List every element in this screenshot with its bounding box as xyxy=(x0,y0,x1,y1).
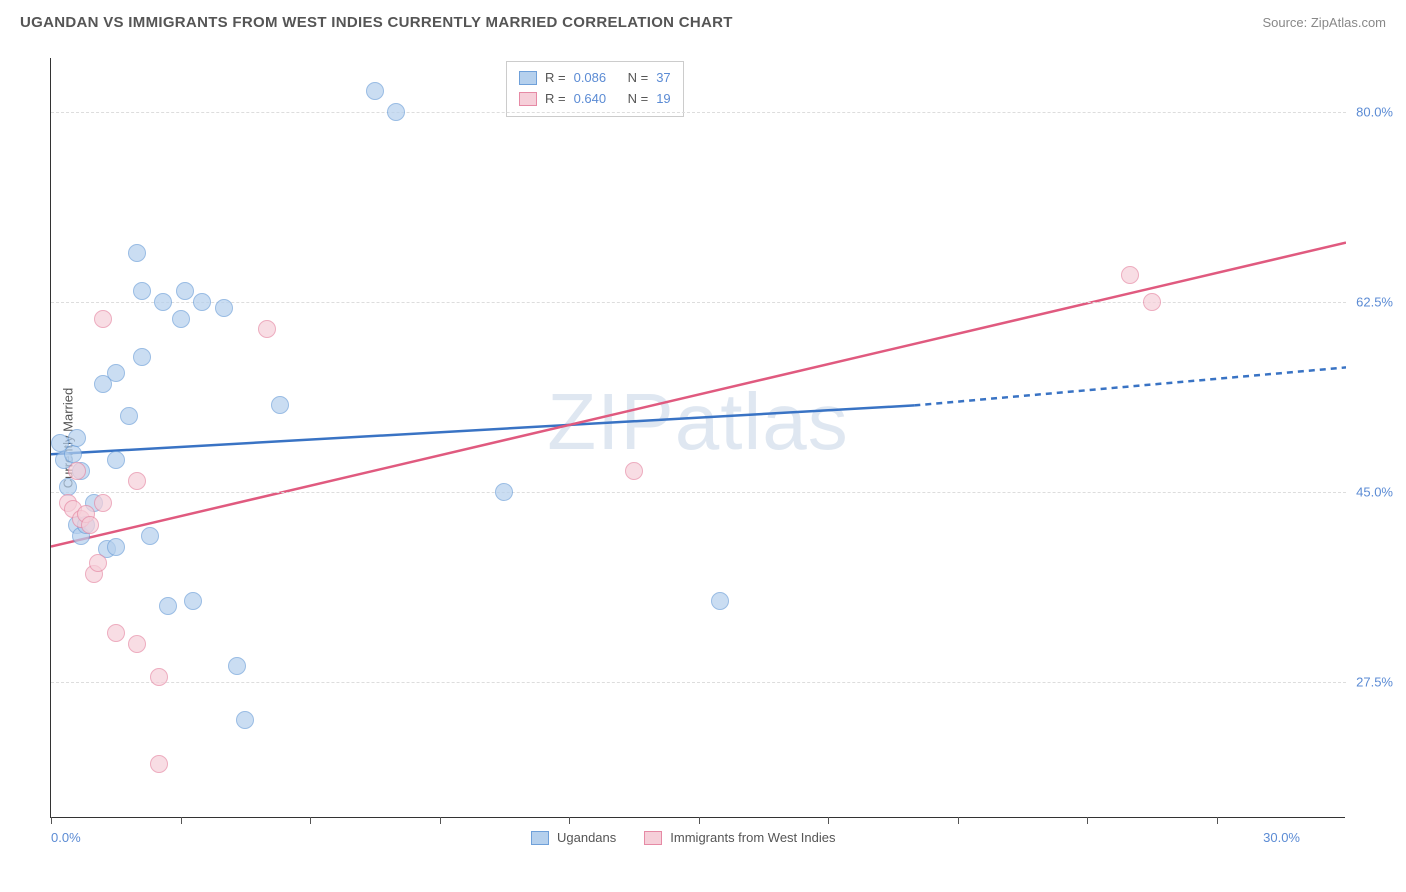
gridline xyxy=(51,492,1346,493)
data-point xyxy=(271,396,289,414)
data-point xyxy=(1121,266,1139,284)
legend-series-label: Ugandans xyxy=(557,830,616,845)
data-point xyxy=(107,538,125,556)
chart-source: Source: ZipAtlas.com xyxy=(1262,15,1386,30)
xtick xyxy=(1087,817,1088,824)
data-point xyxy=(495,483,513,501)
legend-series-label: Immigrants from West Indies xyxy=(670,830,835,845)
data-point xyxy=(215,299,233,317)
data-point xyxy=(128,635,146,653)
legend-n-label: N = xyxy=(628,89,649,110)
data-point xyxy=(94,494,112,512)
legend-swatch-icon xyxy=(519,92,537,106)
data-point xyxy=(120,407,138,425)
data-point xyxy=(89,554,107,572)
data-point xyxy=(154,293,172,311)
data-point xyxy=(236,711,254,729)
gridline xyxy=(51,682,1346,683)
stats-legend: R = 0.086 N = 37 R = 0.640 N = 19 xyxy=(506,61,684,117)
legend-r-label: R = xyxy=(545,68,566,89)
data-point xyxy=(133,348,151,366)
xtick xyxy=(699,817,700,824)
watermark: ZIPatlas xyxy=(547,376,848,468)
chart-title: UGANDAN VS IMMIGRANTS FROM WEST INDIES C… xyxy=(20,14,733,31)
data-point xyxy=(366,82,384,100)
xtick xyxy=(958,817,959,824)
data-point xyxy=(159,597,177,615)
data-point xyxy=(128,472,146,490)
data-point xyxy=(68,462,86,480)
legend-r-label: R = xyxy=(545,89,566,110)
data-point xyxy=(81,516,99,534)
ytick-label: 45.0% xyxy=(1356,485,1393,500)
data-point xyxy=(68,429,86,447)
legend-r-value: 0.640 xyxy=(574,89,620,110)
data-point xyxy=(193,293,211,311)
xtick xyxy=(440,817,441,824)
data-point xyxy=(228,657,246,675)
chart-container: Currently Married ZIPatlas R =0.086N =37… xyxy=(50,58,1390,818)
series-legend: Ugandans Immigrants from West Indies xyxy=(531,830,835,845)
data-point xyxy=(625,462,643,480)
ytick-label: 62.5% xyxy=(1356,295,1393,310)
ytick-label: 27.5% xyxy=(1356,675,1393,690)
legend-row: R = 0.640 N = 19 xyxy=(519,89,671,110)
xtick xyxy=(310,817,311,824)
legend-n-value: 19 xyxy=(656,89,670,110)
xtick xyxy=(181,817,182,824)
xtick xyxy=(828,817,829,824)
data-point xyxy=(107,364,125,382)
trend-lines xyxy=(51,58,1346,818)
data-point xyxy=(184,592,202,610)
legend-row: R = 0.086 N = 37 xyxy=(519,68,671,89)
legend-item: Immigrants from West Indies xyxy=(644,830,835,845)
data-point xyxy=(59,478,77,496)
xaxis-min-label: 0.0% xyxy=(51,830,81,845)
xtick xyxy=(51,817,52,824)
data-point xyxy=(107,624,125,642)
xaxis-max-label: 30.0% xyxy=(1263,830,1300,845)
data-point xyxy=(141,527,159,545)
data-point xyxy=(711,592,729,610)
data-point xyxy=(258,320,276,338)
data-point xyxy=(128,244,146,262)
data-point xyxy=(150,755,168,773)
legend-n-value: 37 xyxy=(656,68,670,89)
plot-area: ZIPatlas R =0.086N =37R =0.640N =19 Ugan… xyxy=(50,58,1345,818)
data-point xyxy=(94,310,112,328)
data-point xyxy=(176,282,194,300)
data-point xyxy=(172,310,190,328)
legend-swatch-icon xyxy=(519,71,537,85)
data-point xyxy=(387,103,405,121)
legend-swatch-icon xyxy=(644,831,662,845)
xtick xyxy=(569,817,570,824)
data-point xyxy=(64,445,82,463)
legend-swatch-icon xyxy=(531,831,549,845)
data-point xyxy=(133,282,151,300)
data-point xyxy=(1143,293,1161,311)
legend-n-label: N = xyxy=(628,68,649,89)
xtick xyxy=(1217,817,1218,824)
legend-r-value: 0.086 xyxy=(574,68,620,89)
ytick-label: 80.0% xyxy=(1356,105,1393,120)
data-point xyxy=(107,451,125,469)
gridline xyxy=(51,112,1346,113)
data-point xyxy=(150,668,168,686)
legend-item: Ugandans xyxy=(531,830,616,845)
